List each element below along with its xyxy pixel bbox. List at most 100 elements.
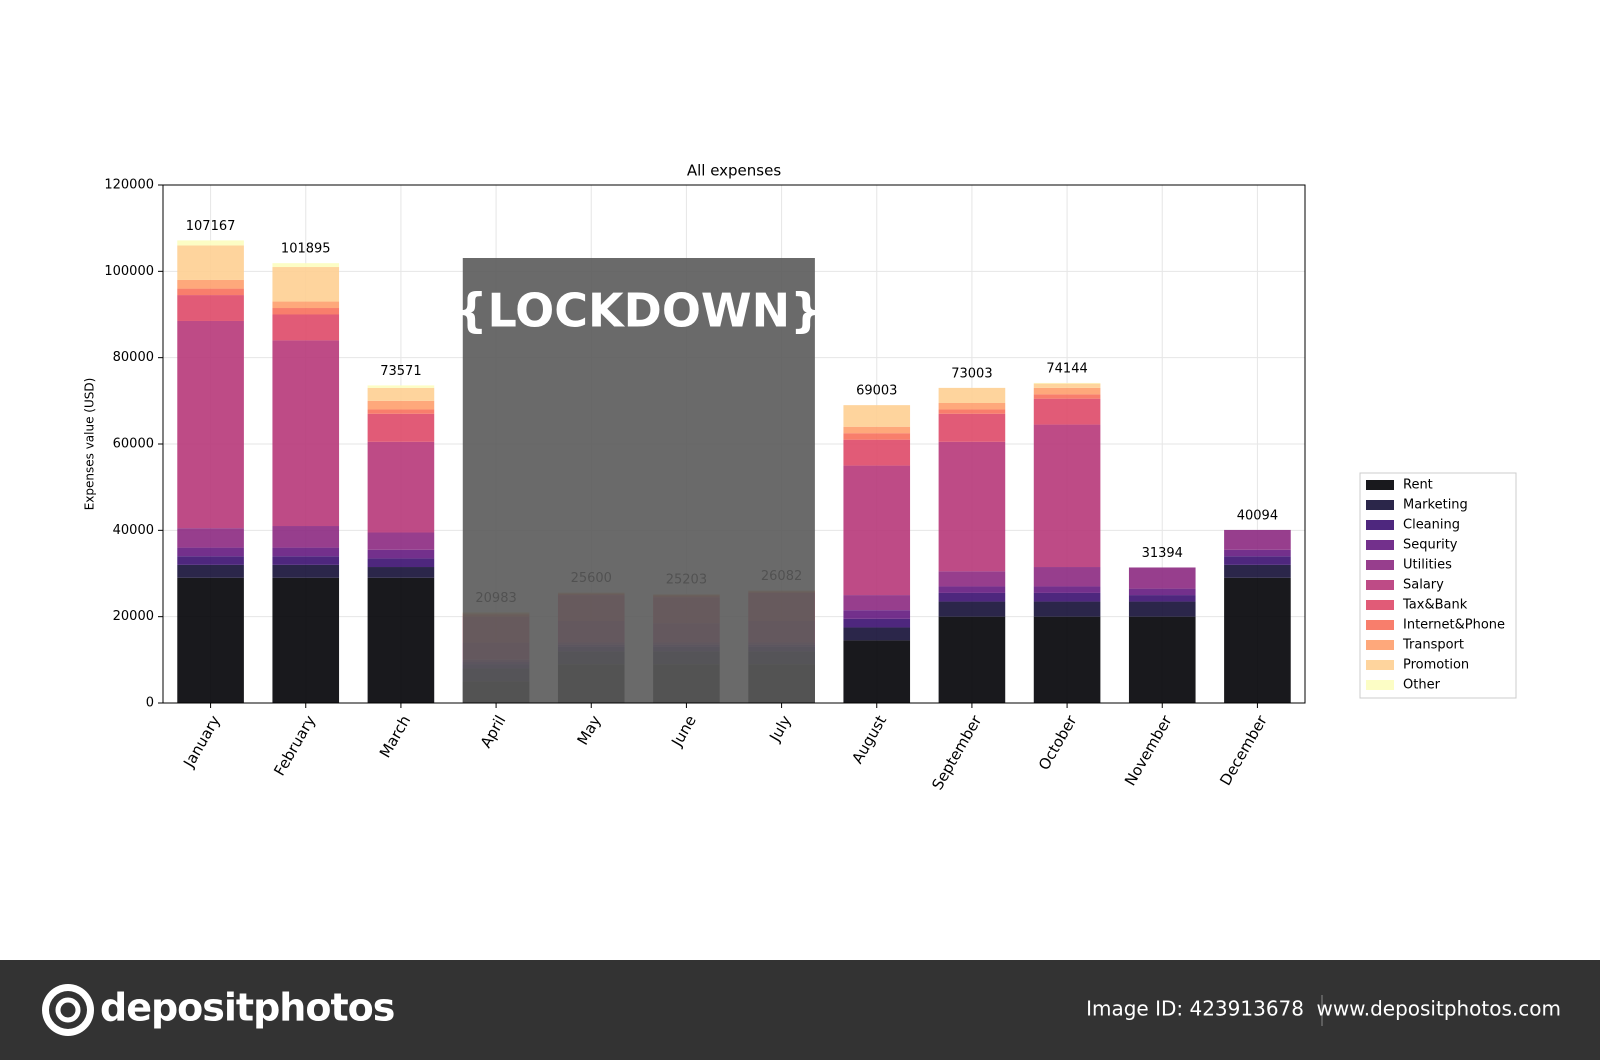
bar-segment [1033,387,1101,395]
y-tick-label: 0 [146,696,154,711]
y-tick-label: 40000 [113,523,154,538]
logo-icon-lens [55,997,81,1023]
plot-frame [162,184,1306,704]
bar-segment [367,567,435,578]
bar-segment [1033,601,1101,617]
legend-swatch [1366,660,1394,670]
bar-segment [843,618,911,628]
bar-segment [1033,616,1101,703]
bar-segment [272,301,340,309]
footer-url: www.depositphotos.com [1316,997,1561,1021]
bar-segment [938,413,1006,442]
bar-segment [177,245,244,280]
legend-label: Internet&Phone [1403,618,1505,633]
legend-label: Salary [1403,578,1444,593]
total-label: 101895 [281,242,331,257]
total-label: 107167 [186,219,236,234]
bar-segment [843,595,911,611]
bar-segment [1033,592,1101,602]
bar-segment [1033,383,1101,388]
total-label: 40094 [1237,508,1278,523]
bar-segment [1128,601,1196,617]
bar-segment [272,340,340,527]
bar-segment [1033,567,1101,587]
bar-segment [1033,424,1101,568]
legend-label: Utilities [1403,558,1452,573]
bar-segment [843,465,911,596]
legend-label: Tax&Bank [1402,598,1468,613]
legend-label: Cleaning [1403,518,1460,533]
bar-segment [367,577,435,703]
bar-segment [177,556,244,565]
bar-segment [177,577,244,703]
bar-segment [177,279,244,289]
bar-segment [1128,567,1196,589]
footer-brand: depositphotos [100,986,394,1030]
bar-segment [177,288,244,296]
bar-segment [367,409,435,414]
bar-segment [843,405,911,427]
y-tick-label: 20000 [113,609,154,624]
y-axis-label: Expenses value (USD) [83,378,97,511]
legend-swatch [1366,580,1394,590]
bar-segment [938,601,1006,617]
bar-segment [272,564,340,578]
bar-segment [272,263,340,268]
chart-title: All expenses [687,162,782,180]
legend-swatch [1366,640,1394,650]
bar-segment [177,320,244,529]
bar-segment [843,627,911,641]
lockdown-label: {LOCKDOWN} [455,284,823,338]
bar-segment [1128,595,1196,602]
bar-segment [1224,549,1291,557]
bar-segment [272,577,340,703]
bar-segment [843,433,911,440]
total-label: 73003 [951,366,992,381]
legend-swatch [1366,680,1394,690]
bar-segment [1033,382,1101,384]
bar-segment [367,385,435,388]
bar-segment [272,547,340,557]
bar-segment [938,592,1006,602]
legend-label: Promotion [1403,658,1469,673]
bar-segment [367,532,435,550]
legend-swatch [1366,500,1394,510]
legend-swatch [1366,620,1394,630]
legend-label: Other [1403,678,1441,693]
bar-segment [1128,588,1196,596]
legend-swatch [1366,480,1394,490]
bar-segment [367,413,435,442]
legend-label: Sequrity [1403,538,1458,553]
bar-segment [1224,564,1291,578]
bar-segment [367,441,435,533]
bar-segment [1033,394,1101,399]
legend-swatch [1366,600,1394,610]
bar-segment [1224,529,1291,550]
y-tick-label: 120000 [104,178,154,193]
total-label: 73571 [380,364,421,379]
bar-segment [177,528,244,548]
bar-segment [938,616,1006,703]
bar-segment [1128,616,1196,703]
total-label: 31394 [1142,546,1183,561]
bar-segment [177,547,244,557]
bar-segment [843,426,911,434]
bar-segment [938,571,1006,587]
bar-segment [272,314,340,341]
bar-segment [843,640,911,703]
legend-swatch [1366,520,1394,530]
bar-segment [1224,577,1291,703]
total-label: 74144 [1046,361,1087,376]
bar-segment [843,439,911,466]
y-tick-label: 100000 [104,264,154,279]
legend-swatch [1366,560,1394,570]
bar-segment [272,267,340,302]
bar-segment [272,556,340,565]
legend-label: Rent [1403,478,1433,493]
y-tick-label: 60000 [113,437,154,452]
y-tick-label: 80000 [113,350,154,365]
bar-segment [938,387,1006,403]
plot-area: 020000400006000080000100000120000107167J… [104,178,1517,793]
footer-image-id: Image ID: 423913678 [1086,997,1304,1021]
